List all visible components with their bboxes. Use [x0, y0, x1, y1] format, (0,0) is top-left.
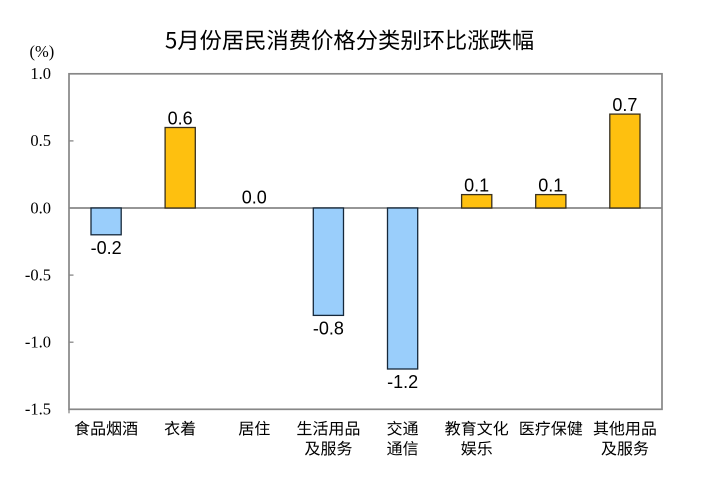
svg-text:0.1: 0.1	[464, 175, 489, 195]
svg-text:0.7: 0.7	[612, 95, 637, 115]
svg-text:0.6: 0.6	[168, 108, 193, 128]
svg-text:-1.2: -1.2	[387, 372, 418, 392]
svg-text:(%): (%)	[30, 42, 55, 61]
svg-text:0.1: 0.1	[538, 175, 563, 195]
svg-text:0.5: 0.5	[30, 131, 51, 150]
svg-text:1.0: 1.0	[30, 64, 51, 83]
svg-text:0.0: 0.0	[30, 198, 51, 217]
svg-text:0.0: 0.0	[242, 187, 267, 207]
svg-text:-0.8: -0.8	[313, 318, 344, 338]
svg-text:-1.5: -1.5	[25, 400, 51, 419]
svg-text:-0.5: -0.5	[25, 265, 51, 284]
svg-text:-1.0: -1.0	[25, 333, 51, 352]
svg-text:-0.2: -0.2	[91, 238, 122, 258]
